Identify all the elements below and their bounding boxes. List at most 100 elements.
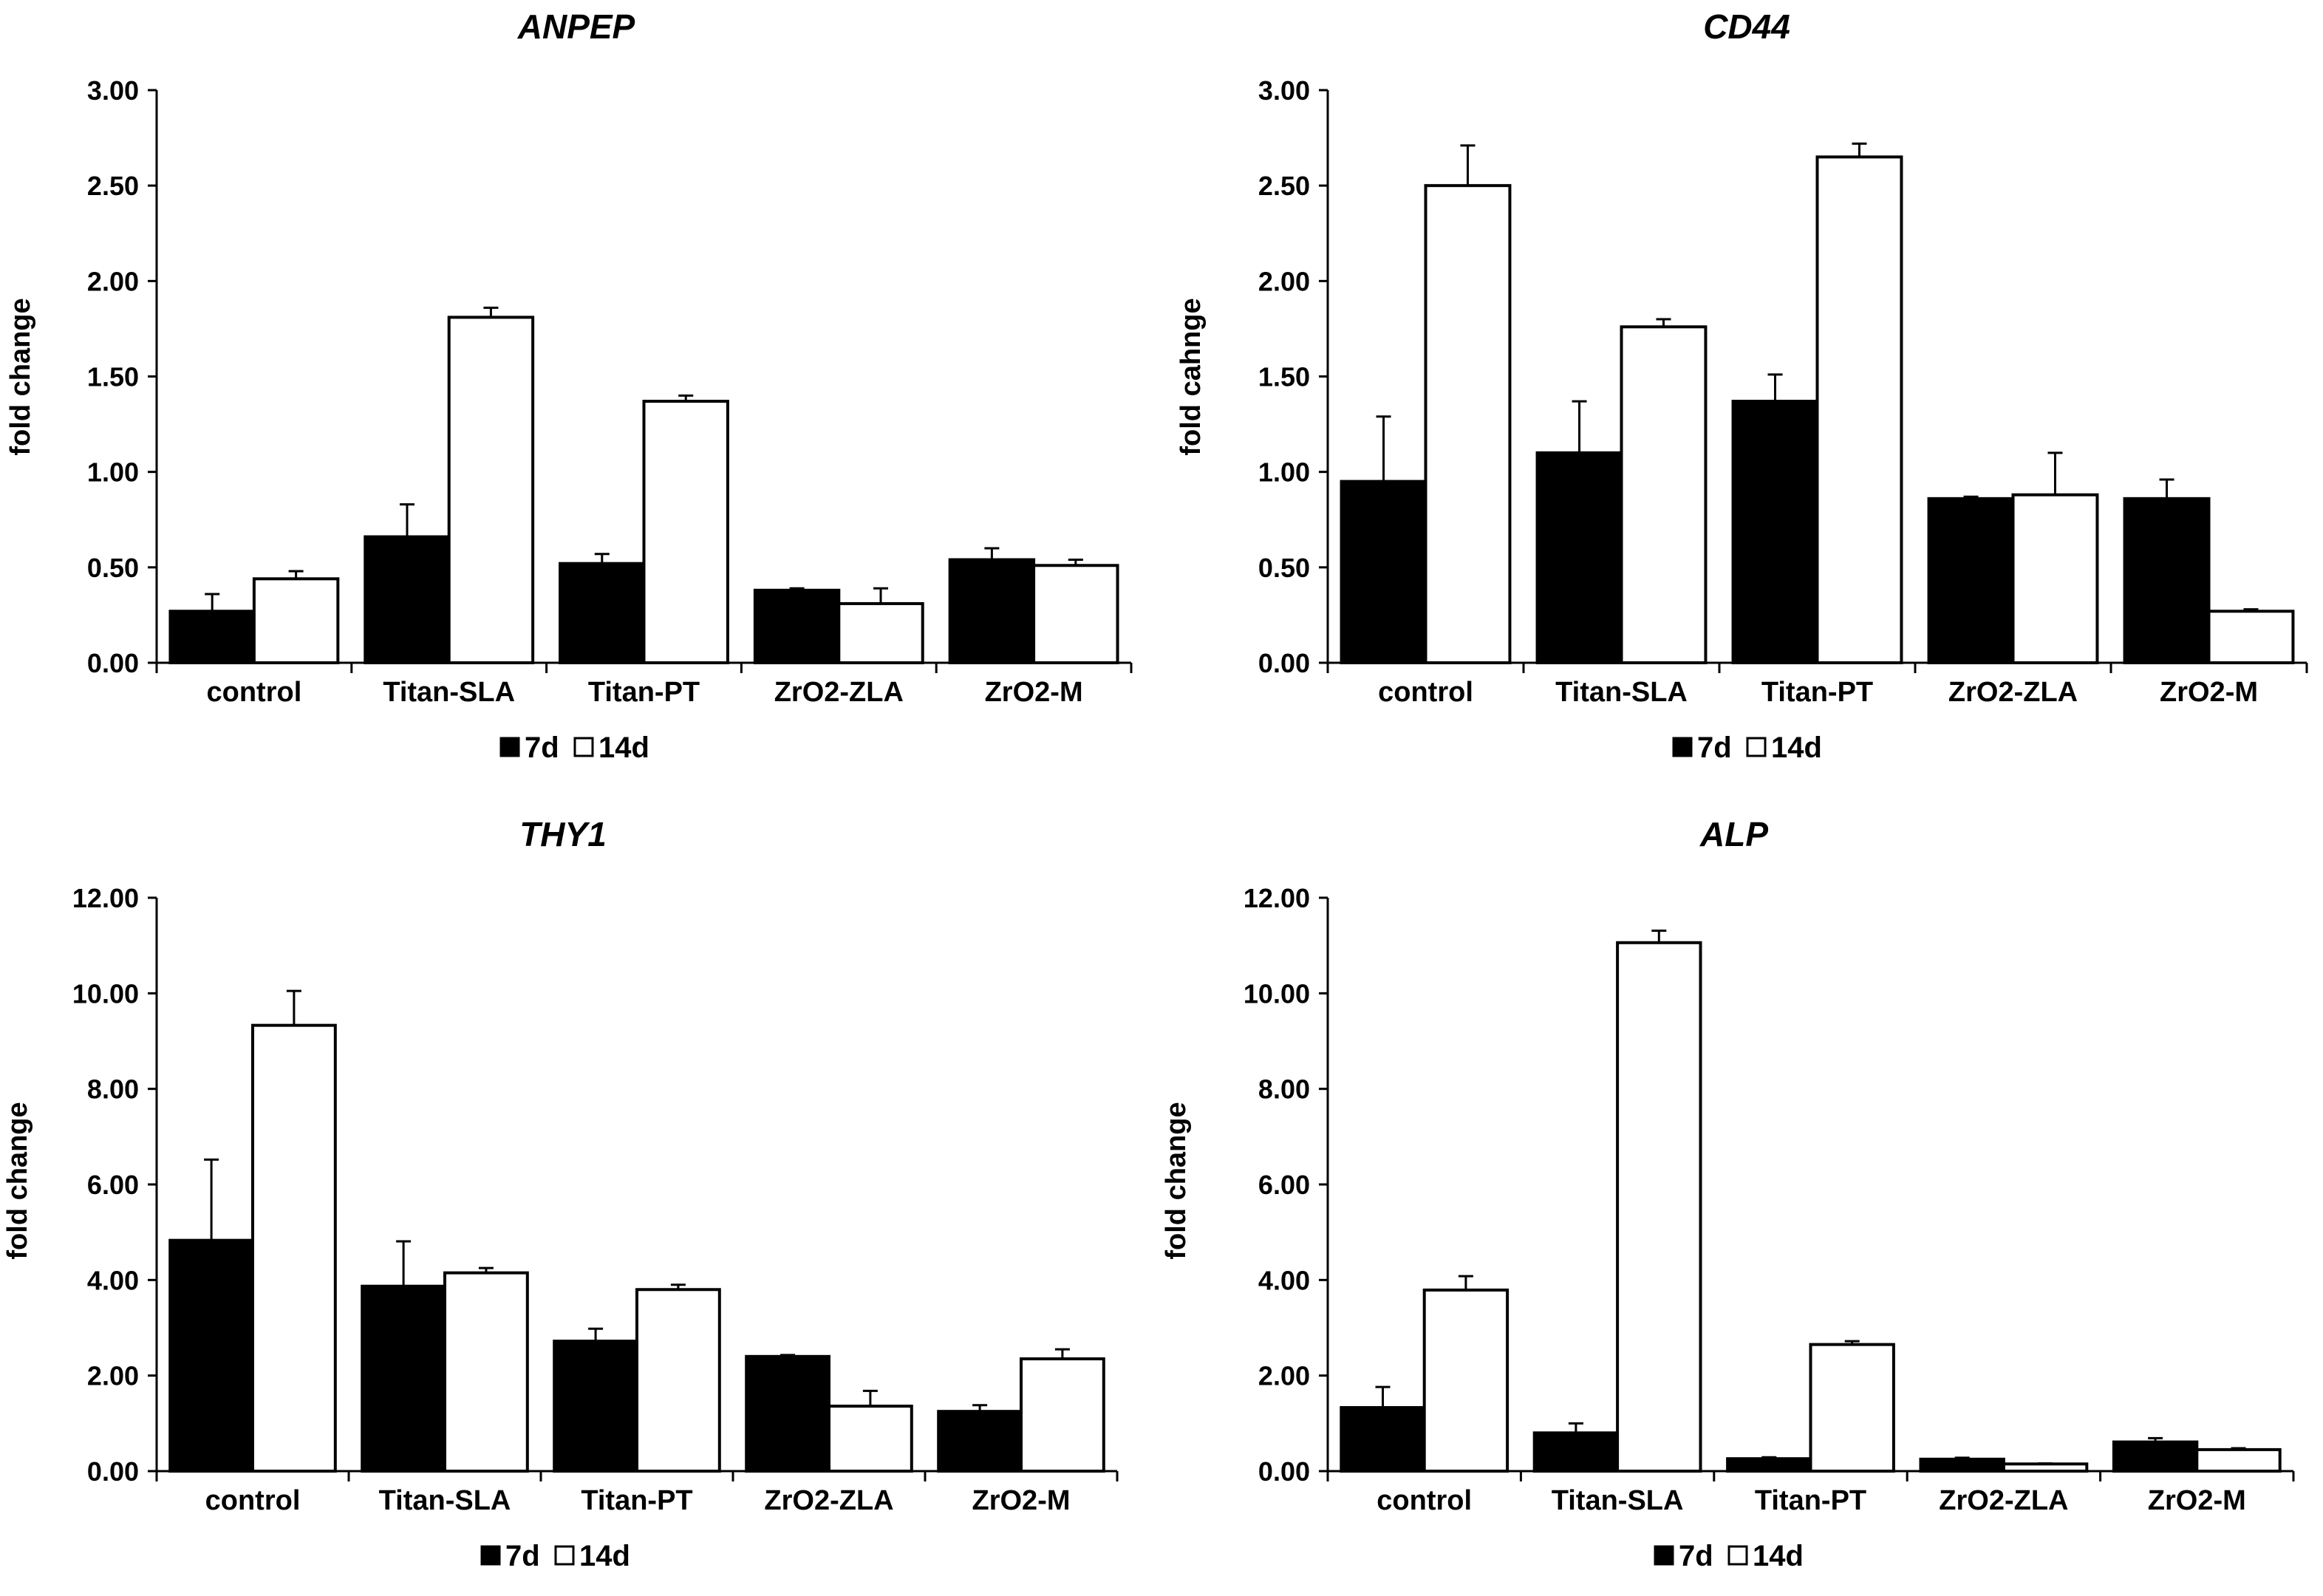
bar-14d-control [251, 1023, 337, 1473]
x-category-label: control [1377, 1485, 1472, 1516]
bar-14d-control [1424, 184, 1512, 664]
bar-14d-control [1422, 1288, 1510, 1473]
bar-7d-ZrO2-ZLA [753, 588, 841, 664]
chart-panel-2: THY1 fold change 0.00 2.00 4.00 6.00 8.00 10.00… [2, 815, 1119, 1572]
x-category-label: ZrO2-M [972, 1485, 1071, 1516]
bar-7d-ZrO2-ZLA [1927, 497, 2015, 664]
bar-14d-Titan-PT [642, 400, 729, 664]
bar-14d-ZrO2-M [2195, 1447, 2282, 1473]
bar-14d-Titan-SLA [447, 316, 535, 664]
y-tick-label: 1.50 [1258, 362, 1310, 392]
x-category-label: Titan-SLA [1552, 1485, 1684, 1516]
y-tick-label: 0.00 [87, 648, 139, 678]
y-tick-label: 2.00 [1258, 1361, 1310, 1391]
y-tick-label: 0.00 [1258, 648, 1310, 678]
bar-7d-ZrO2-M [937, 1410, 1023, 1473]
legend-swatch-7d [1672, 737, 1693, 757]
x-category-label: Titan-PT [1761, 677, 1873, 708]
chart-title: ALP [1699, 815, 1768, 853]
legend-label: 7d [505, 1540, 540, 1572]
bar-14d-Titan-SLA [1620, 325, 1708, 664]
bar-7d-control [1340, 1405, 1426, 1473]
bar-14d-ZrO2-M [2207, 610, 2295, 664]
bar-7d-Titan-SLA [361, 1284, 447, 1473]
bar-14d-ZrO2-ZLA [837, 601, 924, 665]
y-tick-label: 8.00 [1258, 1074, 1310, 1105]
x-category-label: ZrO2-ZLA [764, 1485, 893, 1516]
y-tick-label: 0.50 [1258, 553, 1310, 583]
y-tick-label: 4.00 [1258, 1265, 1310, 1295]
y-tick-label: 1.00 [1258, 457, 1310, 488]
x-category-label: Titan-SLA [383, 677, 515, 708]
bar-7d-Titan-SLA [1535, 451, 1623, 664]
y-tick-label: 2.00 [1258, 266, 1310, 296]
bar-7d-control [168, 610, 256, 664]
x-category-label: Titan-PT [1755, 1485, 1866, 1516]
y-tick-label: 2.00 [87, 1361, 139, 1391]
y-tick-label: 12.00 [72, 883, 139, 913]
y-tick-label: 0.00 [87, 1456, 139, 1487]
bar-7d-Titan-SLA [1532, 1431, 1620, 1473]
y-tick-label: 0.50 [87, 553, 139, 583]
bar-7d-Titan-PT [1731, 400, 1819, 664]
y-tick-label: 1.50 [87, 362, 139, 392]
legend-label: 14d [579, 1540, 630, 1572]
legend-label: 7d [1697, 732, 1732, 764]
bar-14d-ZrO2-ZLA [2011, 493, 2099, 665]
y-tick-label: 8.00 [87, 1074, 139, 1105]
bar-7d-ZrO2-M [2112, 1440, 2199, 1473]
y-axis-label: fold change [1161, 1102, 1192, 1259]
y-tick-label: 0.00 [1258, 1456, 1310, 1487]
bar-7d-control [1340, 480, 1427, 664]
chart-title: ANPEP [517, 7, 635, 46]
x-category-label: ZrO2-ZLA [774, 677, 904, 708]
bar-7d-Titan-PT [559, 562, 646, 665]
x-category-label: ZrO2-M [985, 677, 1083, 708]
bar-14d-ZrO2-ZLA [828, 1405, 913, 1473]
bar-14d-Titan-SLA [443, 1271, 529, 1473]
y-axis-label: fold cahnge [1176, 298, 1207, 455]
bar-14d-control [252, 577, 340, 664]
x-category-label: ZrO2-ZLA [1948, 677, 2078, 708]
bar-14d-Titan-PT [1815, 155, 1903, 664]
legend-swatch-14d [1746, 737, 1767, 757]
legend-label: 14d [1753, 1540, 1804, 1572]
x-category-label: Titan-SLA [1555, 677, 1688, 708]
chart-panel-3: ALP fold change 0.00 2.00 4.00 6.00 8.00 10.00 1… [1161, 815, 2295, 1572]
bar-14d-ZrO2-M [1020, 1357, 1105, 1473]
bar-14d-ZrO2-M [1032, 564, 1119, 664]
y-tick-label: 2.50 [87, 171, 139, 201]
legend-swatch-7d [499, 737, 520, 757]
x-category-label: control [207, 677, 302, 708]
x-category-label: ZrO2-M [2160, 677, 2258, 708]
chart-panel-0: ANPEP fold change 0.00 0.50 1.00 1.50 2.00 2.50… [5, 7, 1133, 764]
bar-7d-Titan-SLA [364, 535, 451, 664]
y-axis-label: fold change [5, 298, 36, 455]
x-category-label: Titan-SLA [379, 1485, 511, 1516]
bar-7d-ZrO2-M [948, 558, 1036, 664]
bar-14d-Titan-PT [635, 1288, 721, 1473]
y-tick-label: 12.00 [1244, 883, 1310, 913]
y-tick-label: 2.50 [1258, 171, 1310, 201]
bar-7d-ZrO2-ZLA [1919, 1457, 2005, 1473]
x-category-label: control [205, 1485, 301, 1516]
y-tick-label: 4.00 [87, 1265, 139, 1295]
x-category-label: Titan-PT [588, 677, 700, 708]
legend-swatch-14d [573, 737, 594, 757]
y-tick-label: 10.00 [1244, 978, 1310, 1009]
y-tick-label: 3.00 [1258, 75, 1310, 106]
legend-label: 7d [1679, 1540, 1713, 1572]
bar-7d-ZrO2-ZLA [745, 1354, 831, 1473]
legend-label: 14d [1771, 732, 1822, 764]
chart-title: CD44 [1703, 7, 1790, 46]
bar-7d-Titan-PT [553, 1340, 639, 1473]
y-tick-label: 6.00 [87, 1170, 139, 1200]
x-category-label: ZrO2-ZLA [1939, 1485, 2068, 1516]
y-axis-label: fold change [2, 1102, 33, 1259]
legend-label: 7d [525, 732, 559, 764]
x-category-label: Titan-PT [581, 1485, 692, 1516]
y-tick-label: 6.00 [1258, 1170, 1310, 1200]
legend-swatch-7d [480, 1545, 501, 1566]
bar-14d-Titan-PT [1809, 1343, 1895, 1473]
